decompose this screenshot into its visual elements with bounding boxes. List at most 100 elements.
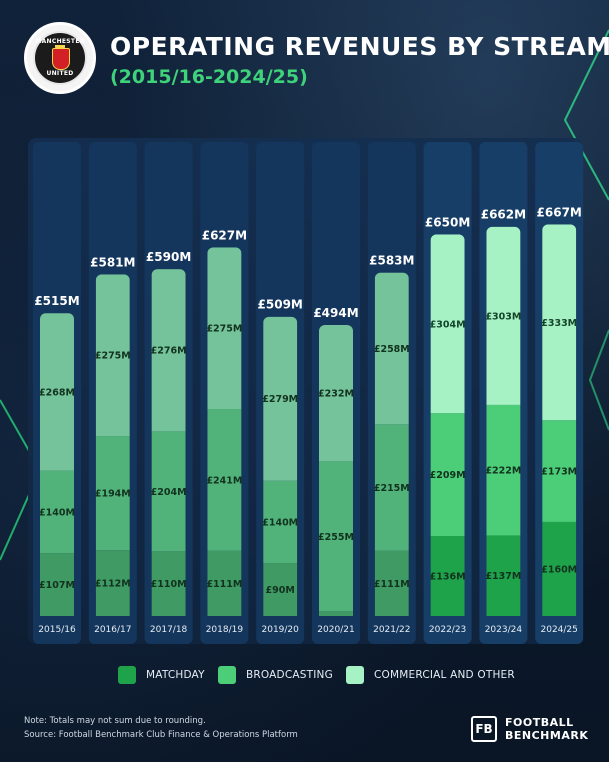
segment-value-label: £107M bbox=[39, 580, 75, 591]
segment-value-label: £268M bbox=[39, 387, 75, 398]
crest-top-text: MANCHESTER bbox=[35, 38, 85, 45]
segment-value-label: £173M bbox=[541, 467, 577, 478]
brand-line-2: BENCHMARK bbox=[505, 729, 589, 742]
segment-value-label: £140M bbox=[39, 507, 75, 518]
bar-segment-matchday bbox=[430, 536, 465, 616]
total-value-label: £650M bbox=[425, 215, 470, 229]
football-benchmark-brand: FB FOOTBALL BENCHMARK bbox=[471, 714, 588, 744]
legend-item-matchday: MATCHDAY bbox=[118, 664, 205, 686]
segment-value-label: £111M bbox=[206, 579, 242, 590]
segment-value-label: £137M bbox=[485, 571, 521, 582]
x-tick-label: 2022/23 bbox=[429, 625, 466, 635]
segment-value-label: £276M bbox=[151, 346, 187, 357]
bar-segment-matchday bbox=[542, 521, 577, 616]
segment-value-label: £279M bbox=[262, 394, 298, 405]
legend: MATCHDAY BROADCASTING COMMERCIAL AND OTH… bbox=[0, 664, 609, 688]
segment-value-label: £215M bbox=[374, 483, 410, 494]
bar-segment-matchday bbox=[374, 550, 409, 616]
x-tick-label: 2020/21 bbox=[317, 625, 354, 635]
bar-segment-commercial-and-other bbox=[486, 226, 521, 405]
bar-segment-matchday bbox=[40, 553, 74, 616]
footer-source: Source: Football Benchmark Club Finance … bbox=[24, 730, 298, 740]
bar-segment-commercial-and-other bbox=[95, 274, 130, 437]
segment-value-label: £275M bbox=[95, 351, 131, 362]
segment-value-label: £160M bbox=[541, 564, 577, 575]
bar-segment-broadcasting bbox=[95, 436, 130, 551]
segment-value-label: £90M bbox=[266, 585, 295, 596]
segment-value-label: £111M bbox=[374, 579, 410, 590]
x-tick-label: 2019/20 bbox=[262, 625, 300, 635]
x-tick-label: 2024/25 bbox=[541, 625, 578, 635]
footer-note: Note: Totals may not sum due to rounding… bbox=[24, 716, 206, 726]
bar-segment-commercial-and-other bbox=[151, 269, 186, 432]
bar-segment-broadcasting bbox=[207, 409, 242, 551]
bar-segment-broadcasting bbox=[263, 480, 298, 564]
bar-segment-broadcasting bbox=[430, 413, 465, 537]
bar-segment-commercial-and-other bbox=[40, 313, 74, 471]
bar-segment-matchday bbox=[319, 611, 353, 616]
total-value-label: £590M bbox=[146, 250, 191, 264]
bar-segment-matchday bbox=[486, 535, 521, 616]
segment-value-label: £241M bbox=[206, 475, 242, 486]
total-value-label: £494M bbox=[313, 306, 358, 320]
bar-segment-matchday bbox=[95, 550, 130, 616]
segment-value-label: £204M bbox=[151, 487, 187, 498]
bar-segment-broadcasting bbox=[374, 424, 409, 551]
footer-notes: Note: Totals may not sum due to rounding… bbox=[24, 714, 298, 742]
total-value-label: £583M bbox=[369, 254, 414, 268]
football-benchmark-logo-icon: FB bbox=[471, 716, 497, 742]
bar-segment-commercial-and-other bbox=[263, 316, 298, 481]
segment-value-label: £222M bbox=[485, 466, 521, 477]
legend-label-commercial: COMMERCIAL AND OTHER bbox=[374, 669, 515, 681]
bar-segment-commercial-and-other bbox=[542, 224, 577, 421]
x-tick-label: 2021/22 bbox=[373, 625, 410, 635]
total-value-label: £515M bbox=[34, 294, 79, 308]
total-value-label: £667M bbox=[537, 205, 582, 219]
crest-bottom-text: UNITED bbox=[46, 70, 74, 77]
bar-segment-matchday bbox=[151, 551, 186, 616]
segment-value-label: £304M bbox=[430, 319, 466, 330]
bar-segment-broadcasting bbox=[486, 404, 521, 536]
bar-segment-commercial-and-other bbox=[207, 247, 242, 410]
total-value-label: £581M bbox=[90, 255, 135, 269]
bar-segment-commercial-and-other bbox=[374, 272, 409, 425]
segment-value-label: £232M bbox=[318, 389, 354, 400]
bar-segment-broadcasting bbox=[151, 431, 186, 552]
bar-segment-matchday bbox=[207, 550, 242, 616]
legend-item-commercial: COMMERCIAL AND OTHER bbox=[346, 664, 515, 686]
bar-segment-commercial-and-other bbox=[319, 324, 353, 462]
segment-value-label: £255M bbox=[318, 532, 354, 543]
legend-label-broadcasting: BROADCASTING bbox=[246, 669, 333, 681]
chart-subtitle: (2015/16-2024/25) bbox=[110, 66, 308, 88]
bar-segment-commercial-and-other bbox=[430, 234, 465, 414]
header: MANCHESTER UNITED OPERATING REVENUES BY … bbox=[24, 22, 609, 102]
segment-value-label: £333M bbox=[541, 318, 577, 329]
total-value-label: £509M bbox=[258, 298, 303, 312]
segment-value-label: £140M bbox=[262, 517, 298, 528]
segment-value-label: £110M bbox=[151, 579, 187, 590]
legend-item-broadcasting: BROADCASTING bbox=[218, 664, 333, 686]
total-value-label: £627M bbox=[202, 228, 247, 242]
x-tick-label: 2016/17 bbox=[94, 625, 131, 635]
legend-swatch-broadcasting bbox=[218, 666, 236, 684]
legend-label-matchday: MATCHDAY bbox=[146, 669, 205, 681]
x-tick-label: 2017/18 bbox=[150, 625, 188, 635]
segment-value-label: £303M bbox=[485, 311, 521, 322]
segment-value-label: £112M bbox=[95, 579, 131, 590]
bar-segment-broadcasting bbox=[542, 420, 577, 522]
bar-segment-broadcasting bbox=[319, 461, 353, 612]
bar-segment-broadcasting bbox=[40, 470, 74, 554]
segment-value-label: £136M bbox=[430, 572, 466, 583]
x-tick-label: 2018/19 bbox=[206, 625, 244, 635]
brand-line-1: FOOTBALL bbox=[505, 716, 574, 729]
x-tick-label: 2015/16 bbox=[38, 625, 76, 635]
segment-value-label: £275M bbox=[206, 324, 242, 335]
segment-value-label: £194M bbox=[95, 489, 131, 500]
x-tick-label: 2023/24 bbox=[485, 625, 523, 635]
total-value-label: £662M bbox=[481, 208, 526, 222]
manchester-united-crest-icon: MANCHESTER UNITED bbox=[24, 22, 96, 94]
segment-value-label: £258M bbox=[374, 344, 410, 355]
bar-segment-matchday bbox=[263, 563, 298, 616]
segment-value-label: £209M bbox=[430, 470, 466, 481]
